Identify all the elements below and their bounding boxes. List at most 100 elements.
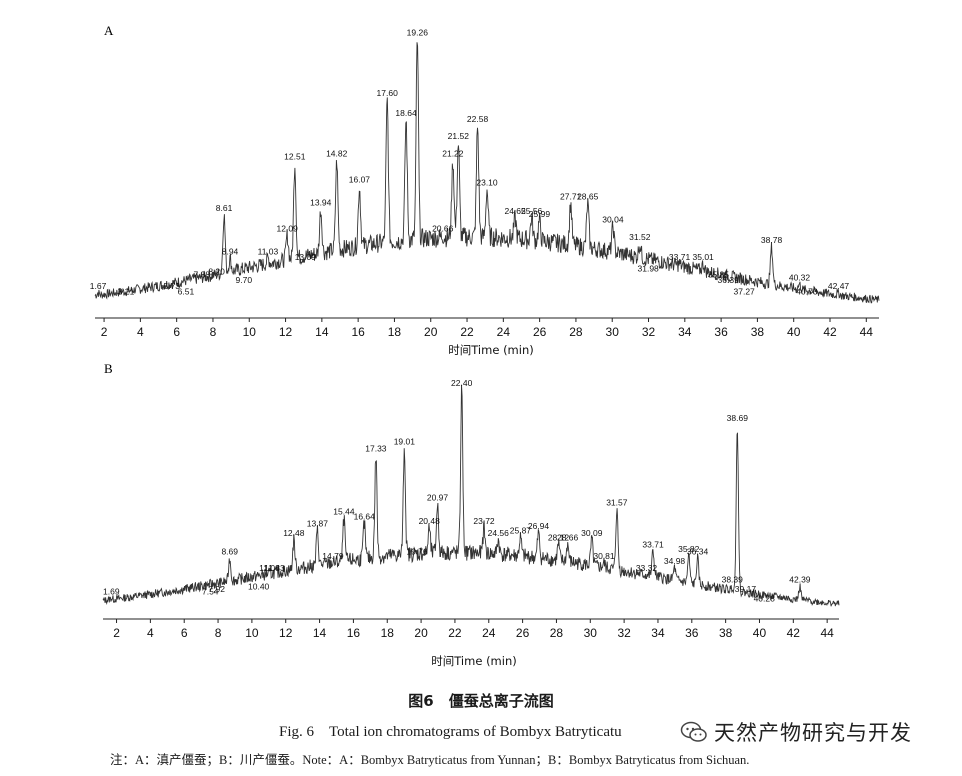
x-tick-label: 22 — [460, 325, 474, 339]
x-tick-label: 12 — [279, 626, 293, 640]
chromatogram-trace — [94, 42, 880, 304]
peak-label: 36.39 — [718, 275, 740, 285]
peak-label: 30.81 — [593, 551, 615, 561]
peak-label: 22.58 — [467, 114, 489, 124]
wechat-icon — [680, 721, 707, 742]
panel-label-a: A — [104, 23, 114, 38]
peak-label: 25.99 — [529, 209, 551, 219]
peak-label: 36.34 — [687, 547, 709, 557]
peak-label: 19.01 — [394, 437, 416, 447]
x-tick-label: 30 — [606, 325, 620, 339]
peak-label: 11.04 — [259, 563, 280, 573]
watermark: 天然产物研究与开发 — [676, 717, 916, 747]
peak-label: 20.97 — [427, 493, 449, 503]
x-tick-label: 24 — [482, 626, 496, 640]
plot-area-a: 2 4 6 8 10 12 14 16 18 20 22 24 26 28 30 32 34 36 38 40 42 44… — [90, 28, 880, 339]
peak-label: 42.47 — [828, 281, 850, 291]
x-tick-label: 44 — [860, 325, 874, 339]
x-tick-label: 40 — [787, 325, 801, 339]
peak-label: 19.76 — [406, 547, 428, 557]
x-tick-label: 28 — [569, 325, 583, 339]
peak-label: 8.20 — [208, 267, 225, 277]
x-tick-label: 26 — [516, 626, 530, 640]
peak-label: 37.27 — [734, 287, 756, 297]
peak-label: 25.56 — [521, 206, 543, 216]
x-tick-label: 18 — [381, 626, 395, 640]
peak-label: 40.28 — [754, 593, 776, 603]
peak-label: 13.09 — [295, 252, 317, 262]
peak-label: 13.94 — [310, 197, 332, 207]
x-tick-label: 36 — [685, 626, 699, 640]
peak-label: 12.48 — [283, 528, 305, 538]
x-tick-label: 38 — [751, 325, 765, 339]
peak-label: 3.21 — [118, 287, 135, 297]
peak-label: 26.94 — [528, 521, 550, 531]
peak-label: 40.73 — [796, 287, 818, 297]
peak-label: 35.82 — [678, 544, 700, 554]
peak-label: 25.87 — [510, 525, 532, 535]
peak-label: 11.03 — [258, 246, 279, 256]
peak-label: 20.66 — [432, 223, 454, 233]
peak-label: 17.60 — [377, 88, 399, 98]
x-tick-label: 8 — [210, 325, 217, 339]
peak-label: 23.10 — [476, 177, 498, 187]
x-tick-label: 4 — [147, 626, 154, 640]
peak-label: 21.22 — [442, 148, 464, 158]
x-tick-label: 10 — [245, 626, 259, 640]
x-tick-label: 20 — [414, 626, 428, 640]
peak-label: 27.71 — [560, 192, 582, 202]
peak-label: 9.70 — [236, 275, 253, 285]
peak-label: 28.12 — [548, 532, 570, 542]
peak-label: 24.65 — [504, 206, 526, 216]
x-tick-label: 14 — [313, 626, 327, 640]
peak-label: 19.26 — [407, 28, 429, 38]
peak-label: 1.69 — [103, 586, 120, 596]
peak-label: 40.32 — [789, 272, 811, 282]
figure-caption-en: Fig. 6 Total ion chromatograms of Bombyx… — [279, 724, 622, 740]
peak-label: 34.98 — [664, 556, 686, 566]
peak-label: 39.17 — [735, 584, 757, 594]
peak-label: 8.94 — [222, 246, 239, 256]
peak-label: 17.33 — [365, 444, 387, 454]
x-tick-label: 36 — [714, 325, 728, 339]
x-tick-label: 38 — [719, 626, 733, 640]
peak-label: 8.69 — [221, 547, 238, 557]
peak-label: 35.85 — [708, 269, 730, 279]
figure-caption-cn: 图6 僵蚕总离子流图 — [408, 692, 554, 710]
peak-label: 35.01 — [693, 252, 715, 262]
x-tick-label: 42 — [823, 325, 837, 339]
figure-note: 注：A：滇产僵蚕；B：川产僵蚕。Note：A：Bombyx Batryticat… — [110, 753, 750, 767]
x-tick-label: 2 — [113, 626, 120, 640]
chromatogram-a: A 2 4 6 8 10 12 14 16 18 20 22 24 26 28 30 32 34 36 38 40 42… — [90, 23, 880, 357]
x-tick-label: 12 — [279, 325, 293, 339]
peak-label: 28.66 — [557, 532, 579, 542]
x-tick-label: 44 — [820, 626, 834, 640]
x-tick-label: 4 — [137, 325, 144, 339]
peak-label: 1.67 — [90, 281, 107, 291]
peak-label: 12.09 — [277, 223, 299, 233]
x-axis-title-a: 时间Time (min) — [448, 343, 533, 357]
x-tick-label: 42 — [787, 626, 801, 640]
x-tick-label: 16 — [347, 626, 361, 640]
x-tick-label: 20 — [424, 325, 438, 339]
chromatogram-b: B 2 4 6 8 10 12 14 16 18 20 22 24 26 28 30 32 34 36 38 40 42… — [102, 361, 840, 668]
peak-label: 31.98 — [638, 264, 660, 274]
x-tick-label: 32 — [617, 626, 631, 640]
x-tick-label: 30 — [584, 626, 598, 640]
x-axis-title-b: 时间Time (min) — [431, 654, 516, 668]
x-tick-label: 32 — [642, 325, 656, 339]
x-tick-label: 6 — [181, 626, 188, 640]
peak-label: 16.07 — [349, 174, 371, 184]
peak-label: 23.72 — [473, 516, 495, 526]
panel-label-b: B — [104, 361, 113, 376]
x-tick-label: 6 — [173, 325, 180, 339]
peak-label: 13.87 — [307, 518, 329, 528]
peak-label: 10.40 — [248, 582, 270, 592]
peak-label: 24.56 — [488, 528, 510, 538]
peak-label: 33.32 — [636, 563, 658, 573]
peak-label: 38.78 — [761, 235, 783, 245]
peak-label: 12.51 — [284, 151, 306, 161]
plot-area-b: 2 4 6 8 10 12 14 16 18 20 22 24 26 28 30 32 34 36 38 40 42 44… — [102, 378, 840, 640]
x-tick-label: 28 — [550, 626, 564, 640]
x-tick-label: 8 — [215, 626, 222, 640]
